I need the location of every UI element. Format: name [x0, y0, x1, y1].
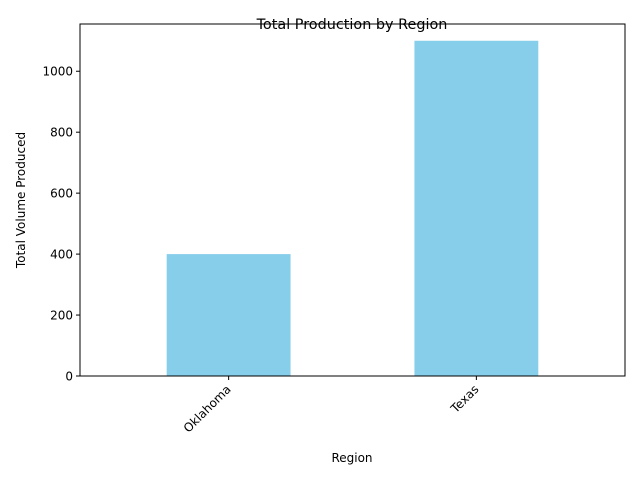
- x-tick-label-texas: Texas: [447, 382, 481, 416]
- x-tick-label-oklahoma: Oklahoma: [181, 382, 234, 435]
- x-axis-ticks: Oklahoma Texas: [181, 376, 481, 435]
- bar-texas: [414, 40, 539, 376]
- y-tick-label: 0: [65, 370, 73, 384]
- bar-oklahoma: [166, 254, 291, 376]
- y-axis-ticks: 0 200 400 600 800 1000: [42, 65, 80, 384]
- y-tick-label: 200: [50, 309, 73, 323]
- y-tick-label: 600: [50, 187, 73, 201]
- y-tick-label: 1000: [42, 65, 73, 79]
- bars-group: [166, 40, 539, 376]
- y-axis-label: Total Volume Produced: [14, 132, 28, 269]
- y-tick-label: 800: [50, 126, 73, 140]
- x-axis-label: Region: [331, 451, 372, 465]
- y-tick-label: 400: [50, 248, 73, 262]
- plot-frame: [79, 23, 626, 377]
- chart-title: Total Production by Region: [256, 17, 448, 33]
